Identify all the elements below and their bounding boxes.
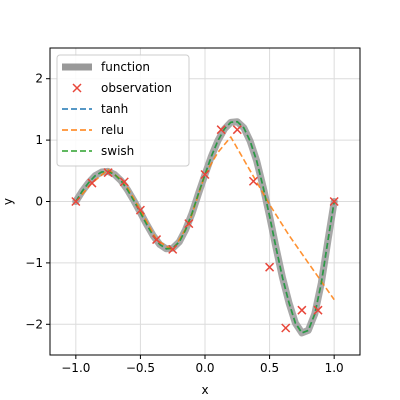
observation-x-stroke-b — [168, 244, 178, 254]
observation-point-14 — [297, 305, 307, 315]
x-tick-label-1: −0.5 — [126, 361, 155, 375]
observation-x-stroke-b — [152, 235, 162, 245]
observation-x-stroke-b — [216, 125, 226, 135]
axis-ticks: −1.0 −0.5 0.0 0.5 1.0 −2 −1 0 1 2 — [25, 72, 343, 375]
observation-x-stroke-b — [329, 196, 339, 207]
observation-point-4 — [135, 205, 145, 215]
y-tick-label-0: −2 — [25, 317, 43, 331]
x-axis-label: x — [201, 383, 208, 397]
observation-point-11 — [248, 176, 258, 186]
series-line-swish — [75, 120, 335, 334]
observation-x-stroke-b — [313, 305, 323, 315]
observation-point-2 — [103, 168, 113, 178]
legend-box — [56, 54, 190, 167]
observation-point-15 — [313, 305, 323, 315]
legend-entry-tanh: tanh — [62, 102, 128, 116]
legend-label: relu — [101, 123, 124, 137]
observation-point-7 — [184, 219, 194, 229]
legend-swatch-x-b — [72, 83, 82, 93]
observation-x-stroke-b — [281, 323, 291, 333]
observation-x-stroke-b — [232, 125, 242, 135]
x-tick-label-2: 0.0 — [195, 361, 214, 375]
x-tick-label-0: −1.0 — [61, 361, 90, 375]
y-tick-label-3: 1 — [35, 133, 43, 147]
x-tick-label-3: 0.5 — [260, 361, 279, 375]
observation-x-stroke-b — [87, 178, 97, 188]
y-axis-label: y — [1, 198, 15, 205]
legend-entry-swish: swish — [62, 144, 134, 158]
legend: function observation tanh relu swish — [56, 54, 190, 167]
observation-x-stroke-b — [103, 168, 113, 178]
legend-entry-function: function — [62, 60, 150, 74]
observation-point-16 — [329, 196, 339, 207]
observation-point-1 — [87, 178, 97, 188]
y-tick-label-4: 2 — [35, 72, 43, 86]
observation-markers — [71, 125, 339, 333]
observation-x-stroke-b — [200, 169, 210, 180]
legend-entry-relu: relu — [62, 123, 124, 137]
x-tick-label-4: 1.0 — [325, 361, 344, 375]
legend-label: swish — [101, 144, 134, 158]
legend-label: function — [101, 60, 150, 74]
y-tick-label-2: 0 — [35, 195, 43, 209]
observation-x-stroke-b — [184, 219, 194, 229]
observation-point-5 — [152, 235, 162, 245]
observation-point-9 — [216, 125, 226, 135]
observation-x-stroke-b — [248, 176, 258, 186]
y-tick-label-1: −1 — [25, 256, 43, 270]
observation-point-13 — [281, 323, 291, 333]
observation-point-3 — [119, 177, 129, 187]
observation-point-0 — [71, 196, 81, 207]
legend-label: observation — [101, 81, 172, 95]
observation-point-8 — [200, 169, 210, 180]
observation-x-stroke-b — [265, 262, 275, 272]
observation-x-stroke-b — [135, 205, 145, 215]
observation-x-stroke-b — [119, 177, 129, 187]
legend-entry-observation: observation — [72, 81, 172, 95]
observation-x-stroke-b — [297, 305, 307, 315]
observation-x-stroke-b — [71, 196, 81, 207]
observation-point-6 — [168, 244, 178, 254]
observation-point-10 — [232, 125, 242, 135]
observation-point-12 — [265, 262, 275, 272]
legend-label: tanh — [101, 102, 128, 116]
